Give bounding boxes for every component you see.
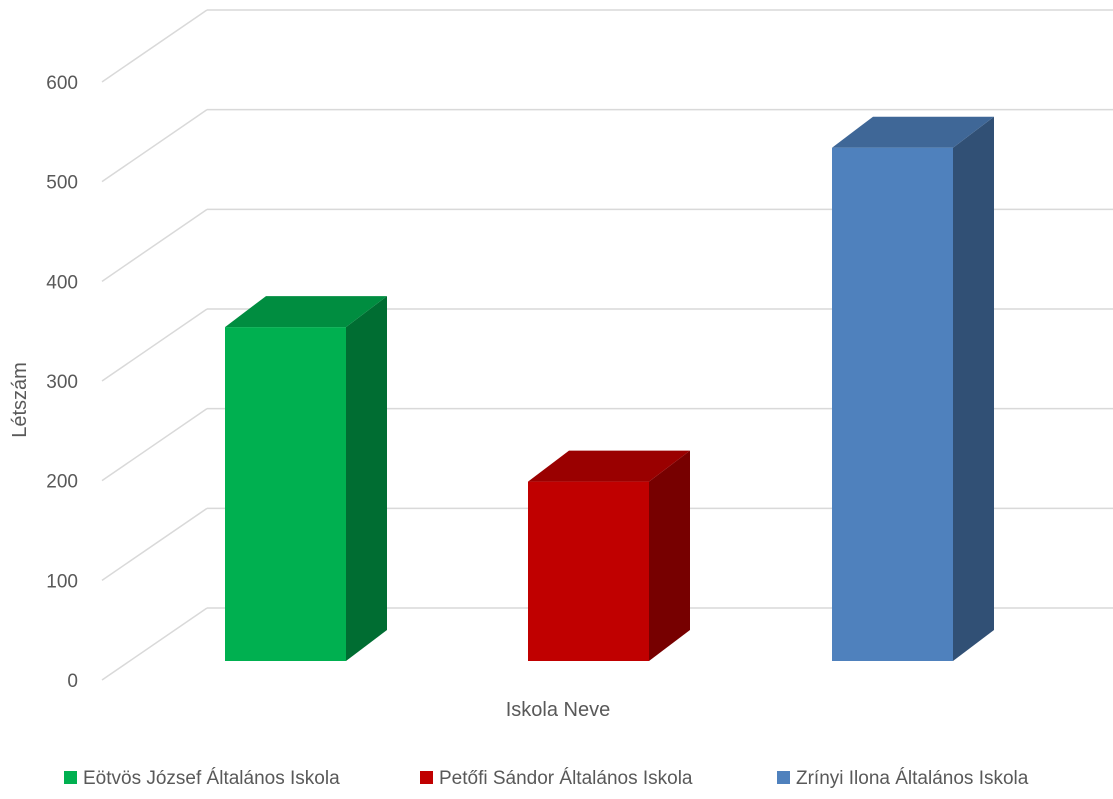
gridline-diagonal [101,507,208,581]
y-tick-label: 400 [46,272,78,293]
gridline-diagonal [101,607,208,681]
bar-front-face [225,327,346,661]
gridline-diagonal [101,208,208,282]
gridline-diagonal [101,308,208,382]
y-axis-title: Létszám [9,362,31,438]
bar-1 [225,296,387,661]
legend-item: Zrínyi Ilona Általános Iskola [777,768,1029,789]
bar-top-face [225,296,387,328]
y-tick-label: 0 [67,671,78,692]
bar-front-face [528,481,649,661]
bar-front-face [832,147,953,662]
y-tick-label: 500 [46,173,78,194]
gridline-diagonal [101,408,208,482]
legend-item: Eötvös József Általános Iskola [64,768,340,789]
y-axis-ticks: 0 100 200 300 400 500 600 [46,73,78,692]
bar-side-face [953,116,994,661]
bar-side-face [649,450,690,661]
bars [225,116,994,662]
y-tick-label: 200 [46,472,78,493]
legend-swatch [64,771,77,784]
bar-2 [528,450,690,661]
gridline-diagonal [101,9,208,83]
legend-swatch [420,771,433,784]
y-tick-label: 100 [46,571,78,592]
bar-top-face [528,450,690,482]
gridline-diagonal [101,109,208,183]
y-tick-label: 600 [46,73,78,94]
legend-swatch [777,771,790,784]
legend-label: Eötvös József Általános Iskola [83,768,340,789]
bar-side-face [346,296,387,661]
x-axis-title: Iskola Neve [506,699,611,721]
legend-label: Zrínyi Ilona Általános Iskola [796,768,1029,789]
bar-top-face [832,116,994,148]
legend-item: Petőfi Sándor Általános Iskola [420,768,693,789]
y-tick-label: 300 [46,372,78,393]
legend: Eötvös József Általános Iskola Petőfi Sán… [64,768,1029,789]
legend-label: Petőfi Sándor Általános Iskola [439,768,693,789]
bar-3 [832,116,994,662]
